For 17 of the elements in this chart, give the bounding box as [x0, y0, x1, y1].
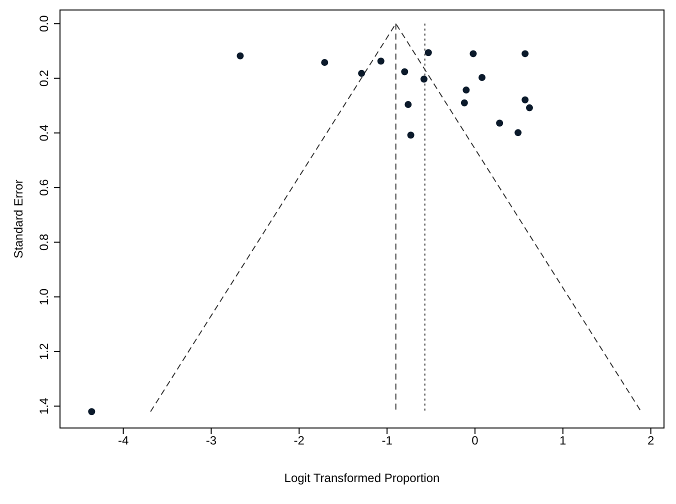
- x-tick-label: 2: [647, 434, 654, 448]
- x-tick-label: 0: [472, 434, 479, 448]
- x-axis-title: Logit Transformed Proportion: [284, 471, 440, 485]
- y-tick-label: 0.4: [37, 124, 51, 142]
- x-tick-label: -1: [382, 434, 393, 448]
- y-tick-label: 0.8: [37, 234, 51, 251]
- y-tick-label: 0.0: [37, 14, 51, 32]
- y-tick-label: 0.6: [37, 178, 51, 196]
- x-tick-label: -3: [206, 434, 217, 448]
- y-axis-title: Standard Error: [11, 180, 26, 258]
- x-tick-label: -4: [118, 434, 129, 448]
- y-tick-label: 1.4: [37, 397, 51, 414]
- y-tick-label: 1.0: [37, 288, 51, 306]
- y-tick-label: 0.2: [37, 70, 51, 87]
- x-tick-label: -2: [294, 434, 305, 448]
- y-tick-label: 1.2: [37, 342, 51, 360]
- x-tick-label: 1: [560, 434, 567, 448]
